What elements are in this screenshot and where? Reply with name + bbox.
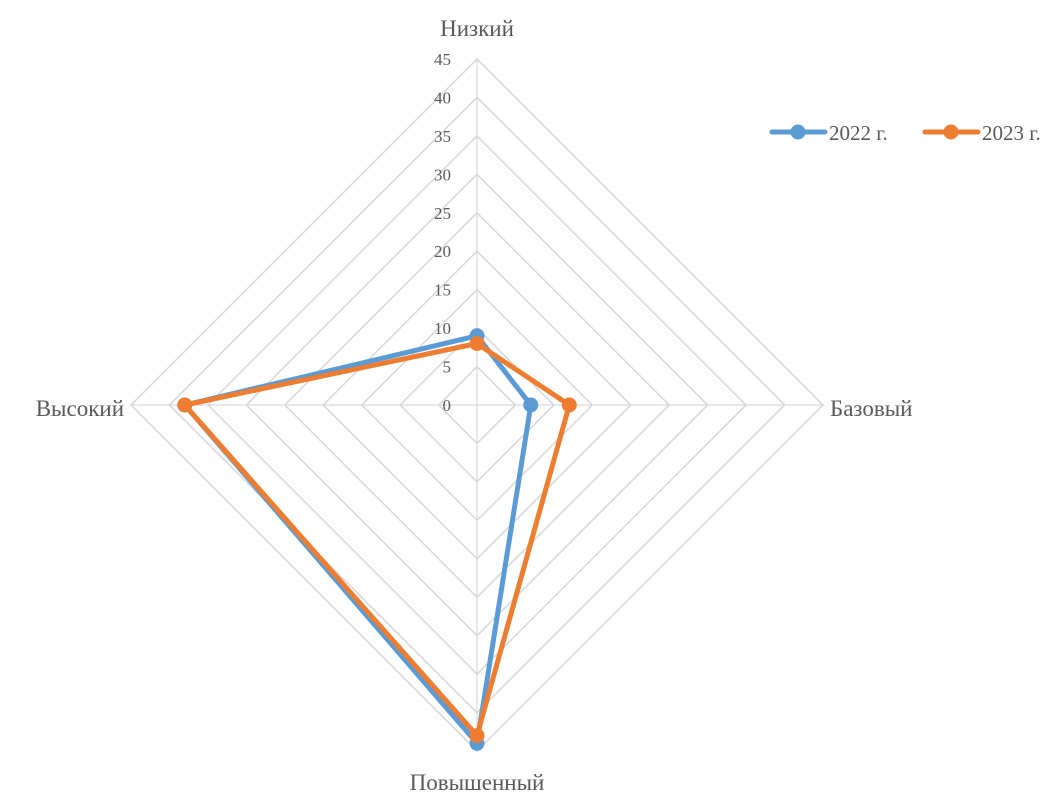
- legend-label-2023: 2023 г.: [982, 121, 1041, 145]
- category-label-right: Базовый: [830, 396, 913, 421]
- tick-label: 40: [434, 88, 451, 107]
- tick-label: 45: [434, 50, 451, 69]
- data-point-marker: [469, 336, 485, 351]
- legend: 2022 г. 2023 г.: [769, 121, 1041, 145]
- legend-item-2023: 2023 г.: [922, 121, 1041, 145]
- legend-label-2022: 2022 г.: [829, 121, 888, 145]
- tick-label: 20: [434, 242, 451, 261]
- tick-label: 0: [443, 396, 452, 415]
- data-point-marker: [177, 397, 193, 413]
- legend-swatch-marker: [790, 124, 806, 140]
- series-0: [177, 328, 539, 751]
- category-label-bottom: Повышенный: [410, 770, 545, 795]
- category-labels: Низкий Базовый Повышенный Высокий: [36, 16, 913, 795]
- series-1: [177, 336, 577, 744]
- radar-grid: [129, 57, 825, 753]
- legend-item-2022: 2022 г.: [769, 121, 888, 145]
- category-label-top: Низкий: [440, 16, 514, 41]
- tick-label: 35: [434, 127, 451, 146]
- category-label-left: Высокий: [36, 396, 124, 421]
- tick-label: 25: [434, 204, 451, 223]
- data-point-marker: [523, 397, 539, 413]
- series-line: [182, 333, 534, 746]
- tick-label: 30: [434, 165, 451, 184]
- tick-label: 10: [434, 319, 451, 338]
- tick-label: 5: [443, 358, 452, 377]
- data-point-marker: [561, 397, 577, 413]
- data-series: [177, 328, 577, 751]
- tick-label: 15: [434, 281, 451, 300]
- radial-axis-tick-labels: 0 5 10 15 20 25 30 35 40 45: [434, 50, 451, 415]
- data-point-marker: [469, 728, 485, 744]
- legend-swatch-marker: [943, 124, 959, 140]
